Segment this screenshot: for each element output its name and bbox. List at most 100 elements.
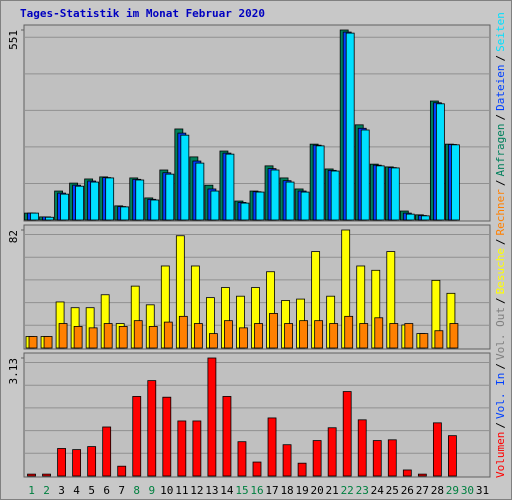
bar [105, 177, 115, 221]
legend-separator: / [494, 363, 507, 370]
x-tick-label: 12 [190, 484, 203, 497]
bar [87, 446, 97, 477]
legend-separator: / [494, 114, 507, 121]
bar [404, 323, 414, 349]
x-tick-label: 17 [265, 484, 278, 497]
x-tick-label: 30 [461, 484, 474, 497]
bar [434, 330, 444, 349]
bar [224, 320, 233, 349]
x-tick-label: 8 [133, 484, 140, 497]
legend-separator: / [494, 179, 507, 186]
x-tick-label: 15 [235, 484, 248, 497]
bar [449, 323, 459, 349]
bar [118, 326, 128, 349]
bar [102, 426, 112, 477]
bar [255, 191, 265, 221]
bar [357, 419, 367, 477]
bar [299, 320, 308, 349]
x-tick-label: 5 [88, 484, 95, 497]
y-tick-label: 551 [7, 30, 20, 50]
bar [60, 193, 69, 221]
bar [90, 181, 100, 221]
bar [359, 323, 369, 349]
bar [314, 320, 324, 349]
x-tick-label: 1 [28, 484, 35, 497]
legend-separator: / [494, 55, 507, 62]
bar [225, 153, 235, 221]
bar [390, 167, 400, 221]
x-tick-label: 31 [476, 484, 489, 497]
bar [451, 144, 460, 221]
bar [42, 473, 51, 477]
bar [120, 206, 130, 221]
bar [133, 320, 143, 349]
x-tick-label: 28 [431, 484, 444, 497]
bar [30, 212, 39, 221]
legend-item: Volumen [494, 432, 507, 478]
x-tick-label: 19 [295, 484, 308, 497]
legend-item: Vol. In [494, 373, 507, 419]
bar [448, 435, 457, 477]
bar [178, 315, 188, 349]
legend-item: Vol. Out [494, 307, 507, 360]
bar [73, 326, 83, 349]
bar [103, 323, 113, 349]
bar [222, 396, 232, 477]
legend-separator: / [494, 297, 507, 304]
x-tick-label: 11 [175, 484, 188, 497]
x-tick-label: 13 [205, 484, 218, 497]
bar [417, 473, 427, 477]
x-tick-label: 7 [118, 484, 125, 497]
legend-separator: / [494, 422, 507, 429]
bar [240, 202, 250, 221]
bar [420, 215, 430, 221]
bar [148, 326, 158, 349]
bar [57, 448, 66, 477]
bar [312, 440, 322, 477]
bar [163, 321, 173, 349]
bar [210, 190, 220, 221]
x-tick-label: 27 [416, 484, 429, 497]
bar [329, 323, 339, 349]
bar [180, 134, 190, 221]
legend-item: Anfragen [494, 123, 507, 176]
bar [297, 462, 307, 477]
bar [132, 396, 142, 477]
bar [147, 380, 157, 477]
x-tick-label: 26 [401, 484, 414, 497]
bar [193, 323, 203, 349]
x-tick-label: 24 [371, 484, 385, 497]
legend-item: Rechner [494, 189, 507, 236]
bar [345, 32, 355, 221]
bar [269, 313, 278, 349]
bar [285, 181, 295, 221]
bar [435, 103, 445, 221]
legend-item: Dateien [494, 64, 507, 110]
bar [419, 333, 429, 349]
bar [192, 420, 202, 477]
bar [387, 439, 397, 477]
bar [375, 165, 385, 221]
x-tick-label: 22 [341, 484, 354, 497]
bar [150, 199, 160, 221]
bar [165, 173, 175, 221]
x-tick-label: 9 [148, 484, 155, 497]
x-tick-label: 23 [356, 484, 369, 497]
bar [207, 357, 217, 477]
bar [88, 327, 98, 349]
bar [45, 216, 54, 221]
bar [402, 469, 412, 477]
bar [177, 420, 187, 477]
bar [58, 323, 68, 349]
bar [284, 323, 293, 349]
x-tick-label: 14 [220, 484, 234, 497]
bar [344, 315, 354, 349]
panel [23, 352, 491, 478]
bar [75, 185, 85, 221]
bar [405, 213, 415, 221]
bar [72, 449, 82, 477]
bar [330, 170, 340, 221]
bar [267, 417, 277, 477]
bar [389, 323, 399, 349]
bar [360, 129, 370, 221]
